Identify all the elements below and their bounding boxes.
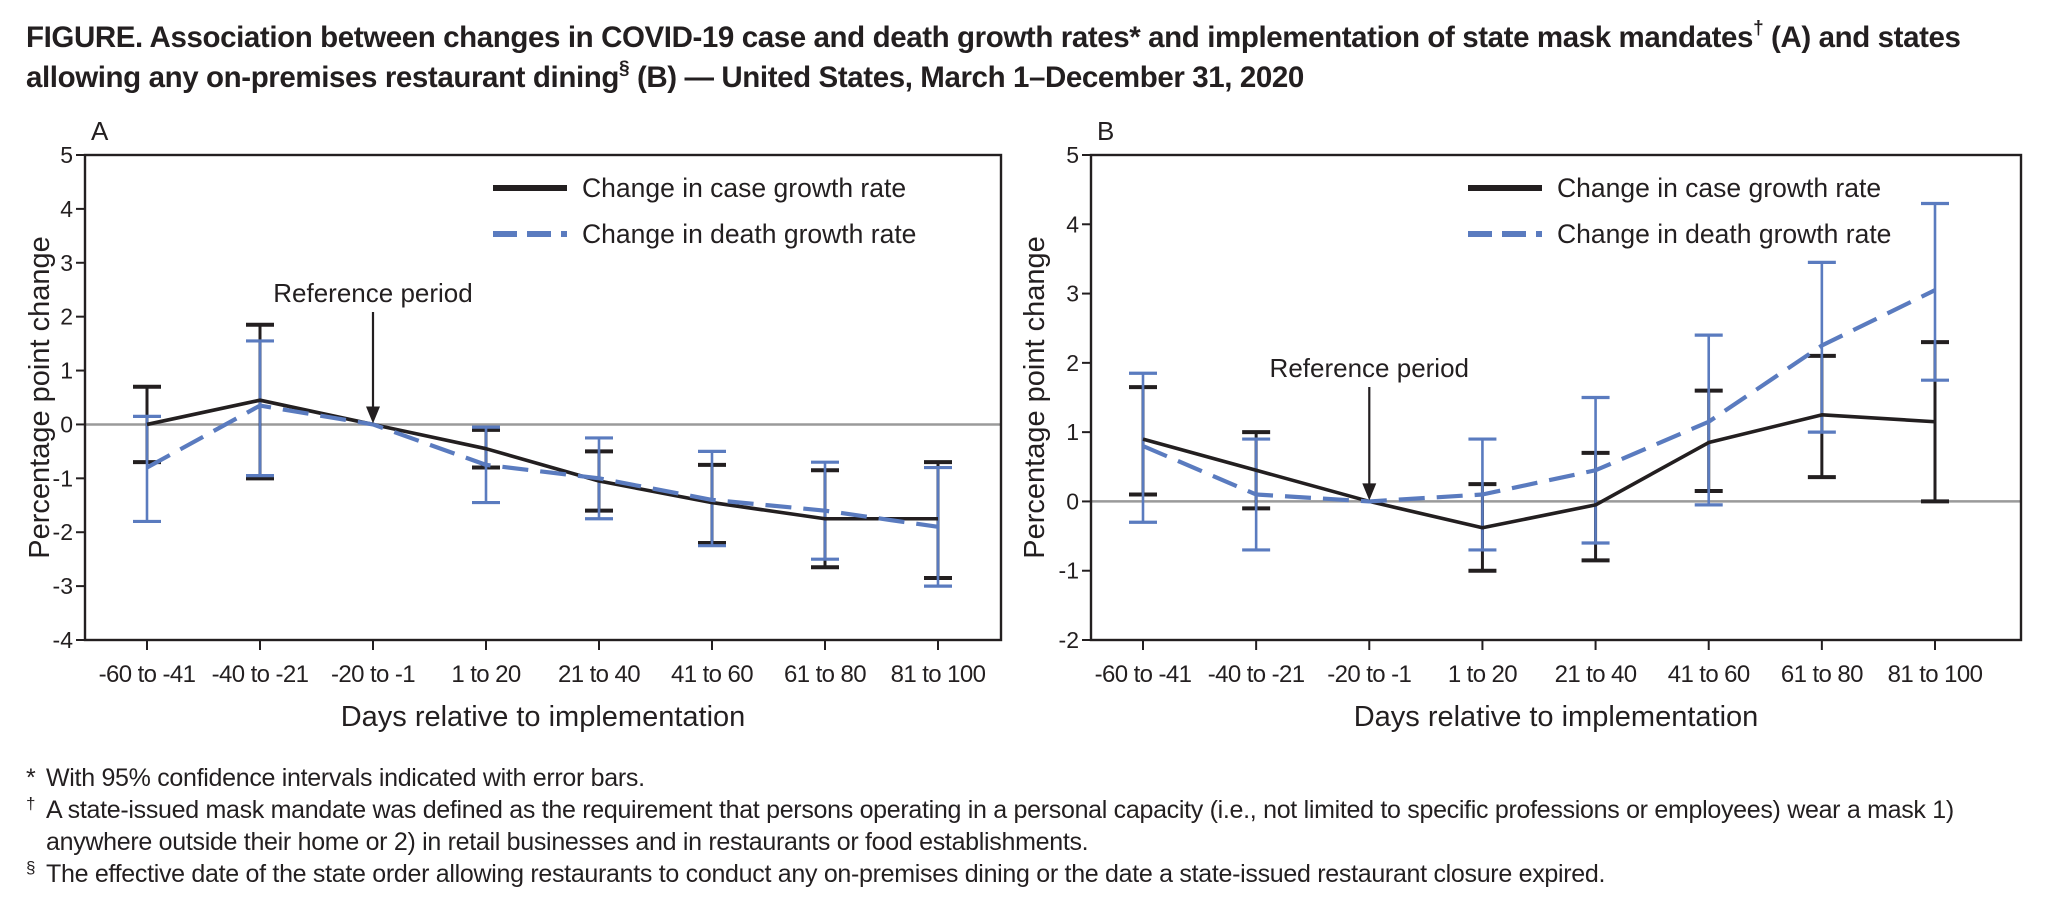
footnote-mark-2: † [26, 794, 36, 813]
panel-b-x-axis-title: Days relative to implementation [1354, 701, 1759, 733]
panel-b-x-tick-label-6: 41 to 60 [1668, 661, 1750, 688]
panel-a-x-tick-label-6: 41 to 60 [671, 661, 753, 688]
panel-a-y-tick-label-4: 2 [60, 304, 73, 330]
panel-b-y-tick-label-3: 3 [1066, 281, 1079, 307]
panel-a-errorbar-s2-2 [246, 339, 274, 478]
panel-b-y-tick-label-4: 2 [1066, 350, 1079, 376]
panel-a-y-tick-label-1: 5 [60, 142, 73, 168]
title-dagger: † [1753, 18, 1764, 40]
panel-a-x-tick-label-3: -20 to -1 [331, 661, 415, 688]
panel-b-y-tick-label-1: 5 [1066, 142, 1079, 168]
panel-a-y-tick-label-3: 3 [60, 250, 73, 276]
panel-b-legend-label-1: Change in case growth rate [1557, 173, 1881, 203]
panel-b-series-line-2 [1142, 288, 1936, 504]
panel-a-x-tick-label-8: 81 to 100 [891, 661, 986, 688]
panel-a-series-line-2 [145, 403, 939, 529]
panel-a-errorbar-s2-1 [133, 414, 161, 524]
panel-b-x-tick-label-7: 61 to 80 [1781, 661, 1863, 688]
panel-b-legend-label-2: Change in death growth rate [1557, 219, 1891, 249]
panel-a-y-tick-label-2: 4 [60, 196, 73, 222]
panel-b-x-tick-label-3: -20 to -1 [1327, 661, 1411, 688]
panel-b-x-tick-label-2: -40 to -21 [1208, 661, 1305, 688]
panel-b-reference-arrow-head [1362, 483, 1377, 501]
panel-b-plot-frame [1089, 153, 2023, 642]
footnote-2: † A state-issued mask mandate was defined… [26, 794, 2036, 858]
panel-a-y-tick-label-7: -1 [53, 465, 73, 491]
panel-b-y-axis-title: Percentage point change [1019, 236, 1051, 558]
footnote-text-2: A state-issued mask mandate was defined … [46, 796, 1954, 856]
panel-b-x-tick-label-8: 81 to 100 [1888, 661, 1983, 688]
panel-a-legend-label-1: Change in case growth rate [582, 173, 906, 203]
panel-a-y-tick-label-9: -3 [53, 573, 73, 599]
footnote-text-3: The effective date of the state order al… [46, 860, 1606, 888]
panel-b-x-tick-label-5: 21 to 40 [1555, 661, 1637, 688]
panel-a-x-tick-label-2: -40 to -21 [212, 661, 309, 688]
panel-b-y-tick-label-5: 1 [1066, 419, 1079, 445]
panel-a-y-tick-label-10: -4 [53, 627, 74, 653]
footnote-mark-3: § [26, 858, 36, 877]
panel-a-x-tick-label-7: 61 to 80 [784, 661, 866, 688]
title-main: FIGURE. Association between changes in C… [26, 21, 1754, 54]
panel-b-y-tick-label-2: 4 [1066, 211, 1079, 237]
panel-a-y-tick-label-6: 0 [60, 411, 73, 437]
panel-a-panel-label: A [91, 116, 109, 146]
footnotes: * With 95% confidence intervals indicated… [26, 762, 2036, 890]
panel-a-y-tick-label-8: -2 [53, 519, 73, 545]
footnote-mark-1: * [26, 764, 36, 792]
panel-b-x-tick-label-1: -60 to -41 [1095, 661, 1192, 688]
panel-a-x-tick-label-5: 21 to 40 [558, 661, 640, 688]
panel-b-y-tick-label-6: 0 [1066, 488, 1079, 514]
title-end: (B) — United States, March 1–December 31… [629, 61, 1304, 94]
panel-a-reference-label: Reference period [273, 278, 472, 308]
panel-b-y-tick-label-8: -2 [1059, 627, 1079, 653]
panel-a-series-line-1 [146, 398, 938, 521]
figure-charts: 5 4 3 2 1 0 -1 -2 -3 -4 -60 to -41 -40 to -21 -20 to… [24, 116, 2023, 733]
panel-a-plot-frame [83, 153, 1003, 642]
panel-a-reference-arrow-head [366, 406, 380, 424]
footnote-3: § The effective date of the state order a… [26, 858, 2036, 890]
footnote-1: * With 95% confidence intervals indicated… [26, 762, 2036, 794]
panel-a-x-tick-label-4: 1 to 20 [451, 661, 520, 688]
panel-b-y-tick-label-7: -1 [1059, 558, 1079, 584]
panel-a-y-axis-title: Percentage point change [24, 236, 56, 558]
panel-b-x-tick-label-4: 1 to 20 [1448, 661, 1517, 688]
panel-a-x-tick-label-1: -60 to -41 [99, 661, 196, 688]
title-mid: (A) and states allowing any on-premises … [26, 21, 1961, 94]
title-section-mark: § [618, 58, 630, 80]
panel-b-series-line-1 [1142, 413, 1936, 530]
figure-title: FIGURE. Association between changes in C… [26, 18, 2026, 98]
panel-a-x-axis-title: Days relative to implementation [341, 701, 746, 733]
panel-a-legend-label-2: Change in death growth rate [582, 219, 916, 249]
footnote-text-1: With 95% confidence intervals indicated … [46, 764, 645, 792]
panel-a-y-tick-label-5: 1 [60, 358, 73, 384]
panel-b-panel-label: B [1097, 116, 1114, 146]
panel-b-reference-label: Reference period [1270, 353, 1469, 383]
